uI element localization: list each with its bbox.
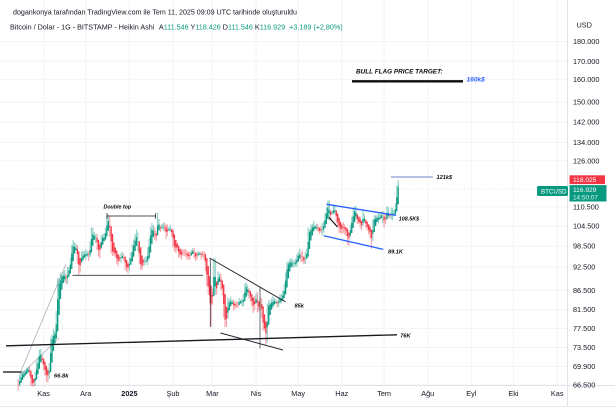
svg-text:Tem: Tem [377, 389, 391, 398]
svg-text:116.929: 116.929 [573, 187, 597, 194]
svg-text:73.500: 73.500 [573, 343, 595, 352]
svg-text:Ara: Ara [80, 389, 92, 398]
svg-text:121k$: 121k$ [437, 175, 453, 181]
svg-text:May: May [291, 389, 305, 398]
svg-text:110.500: 110.500 [573, 203, 599, 212]
svg-text:180.000: 180.000 [573, 37, 599, 46]
svg-text:66.500: 66.500 [573, 381, 595, 390]
svg-text:14:50:07: 14:50:07 [573, 194, 598, 201]
svg-text:92.500: 92.500 [573, 263, 595, 272]
svg-text:Eyl: Eyl [466, 389, 477, 398]
svg-text:89.1K: 89.1K [388, 249, 404, 255]
svg-text:Double top: Double top [104, 204, 132, 210]
svg-text:BULL FLAG PRICE TARGET:: BULL FLAG PRICE TARGET: [356, 69, 443, 76]
svg-text:Eki: Eki [508, 389, 519, 398]
svg-text:142.000: 142.000 [573, 118, 599, 127]
svg-text:2025: 2025 [121, 389, 137, 398]
svg-text:Haz: Haz [335, 389, 348, 398]
svg-text:66.8k: 66.8k [54, 373, 69, 379]
svg-text:Kas: Kas [37, 389, 50, 398]
svg-text:108.5K$: 108.5K$ [399, 216, 420, 222]
svg-text:160.000: 160.000 [573, 75, 599, 84]
svg-text:Şub: Şub [167, 389, 180, 398]
svg-text:Nis: Nis [251, 389, 262, 398]
svg-text:160k$: 160k$ [467, 77, 486, 84]
svg-text:150.000: 150.000 [573, 98, 599, 107]
svg-text:98.500: 98.500 [573, 242, 595, 251]
svg-text:76K: 76K [400, 334, 411, 340]
svg-text:Kas: Kas [551, 389, 564, 398]
svg-text:170.000: 170.000 [573, 57, 599, 66]
svg-text:69.900: 69.900 [573, 362, 595, 371]
svg-text:Mar: Mar [206, 389, 219, 398]
svg-text:86.500: 86.500 [573, 286, 595, 295]
svg-text:USD: USD [577, 21, 592, 30]
svg-text:dogankonya tarafından TradingV: dogankonya tarafından TradingView.com il… [13, 9, 297, 17]
svg-text:81.500: 81.500 [573, 305, 595, 314]
svg-text:Ağu: Ağu [421, 389, 434, 398]
svg-text:118.025: 118.025 [573, 177, 597, 184]
svg-text:126.000: 126.000 [573, 156, 599, 165]
svg-text:104.500: 104.500 [573, 221, 599, 230]
svg-text:Bitcoin / Dolar - 1G - BITSTAM: Bitcoin / Dolar - 1G - BITSTAMP - Heikin… [10, 23, 343, 32]
svg-text:134.000: 134.000 [573, 138, 599, 147]
svg-text:BTCUSD: BTCUSD [541, 188, 567, 195]
svg-text:77.500: 77.500 [573, 324, 595, 333]
svg-text:85k: 85k [295, 303, 305, 309]
